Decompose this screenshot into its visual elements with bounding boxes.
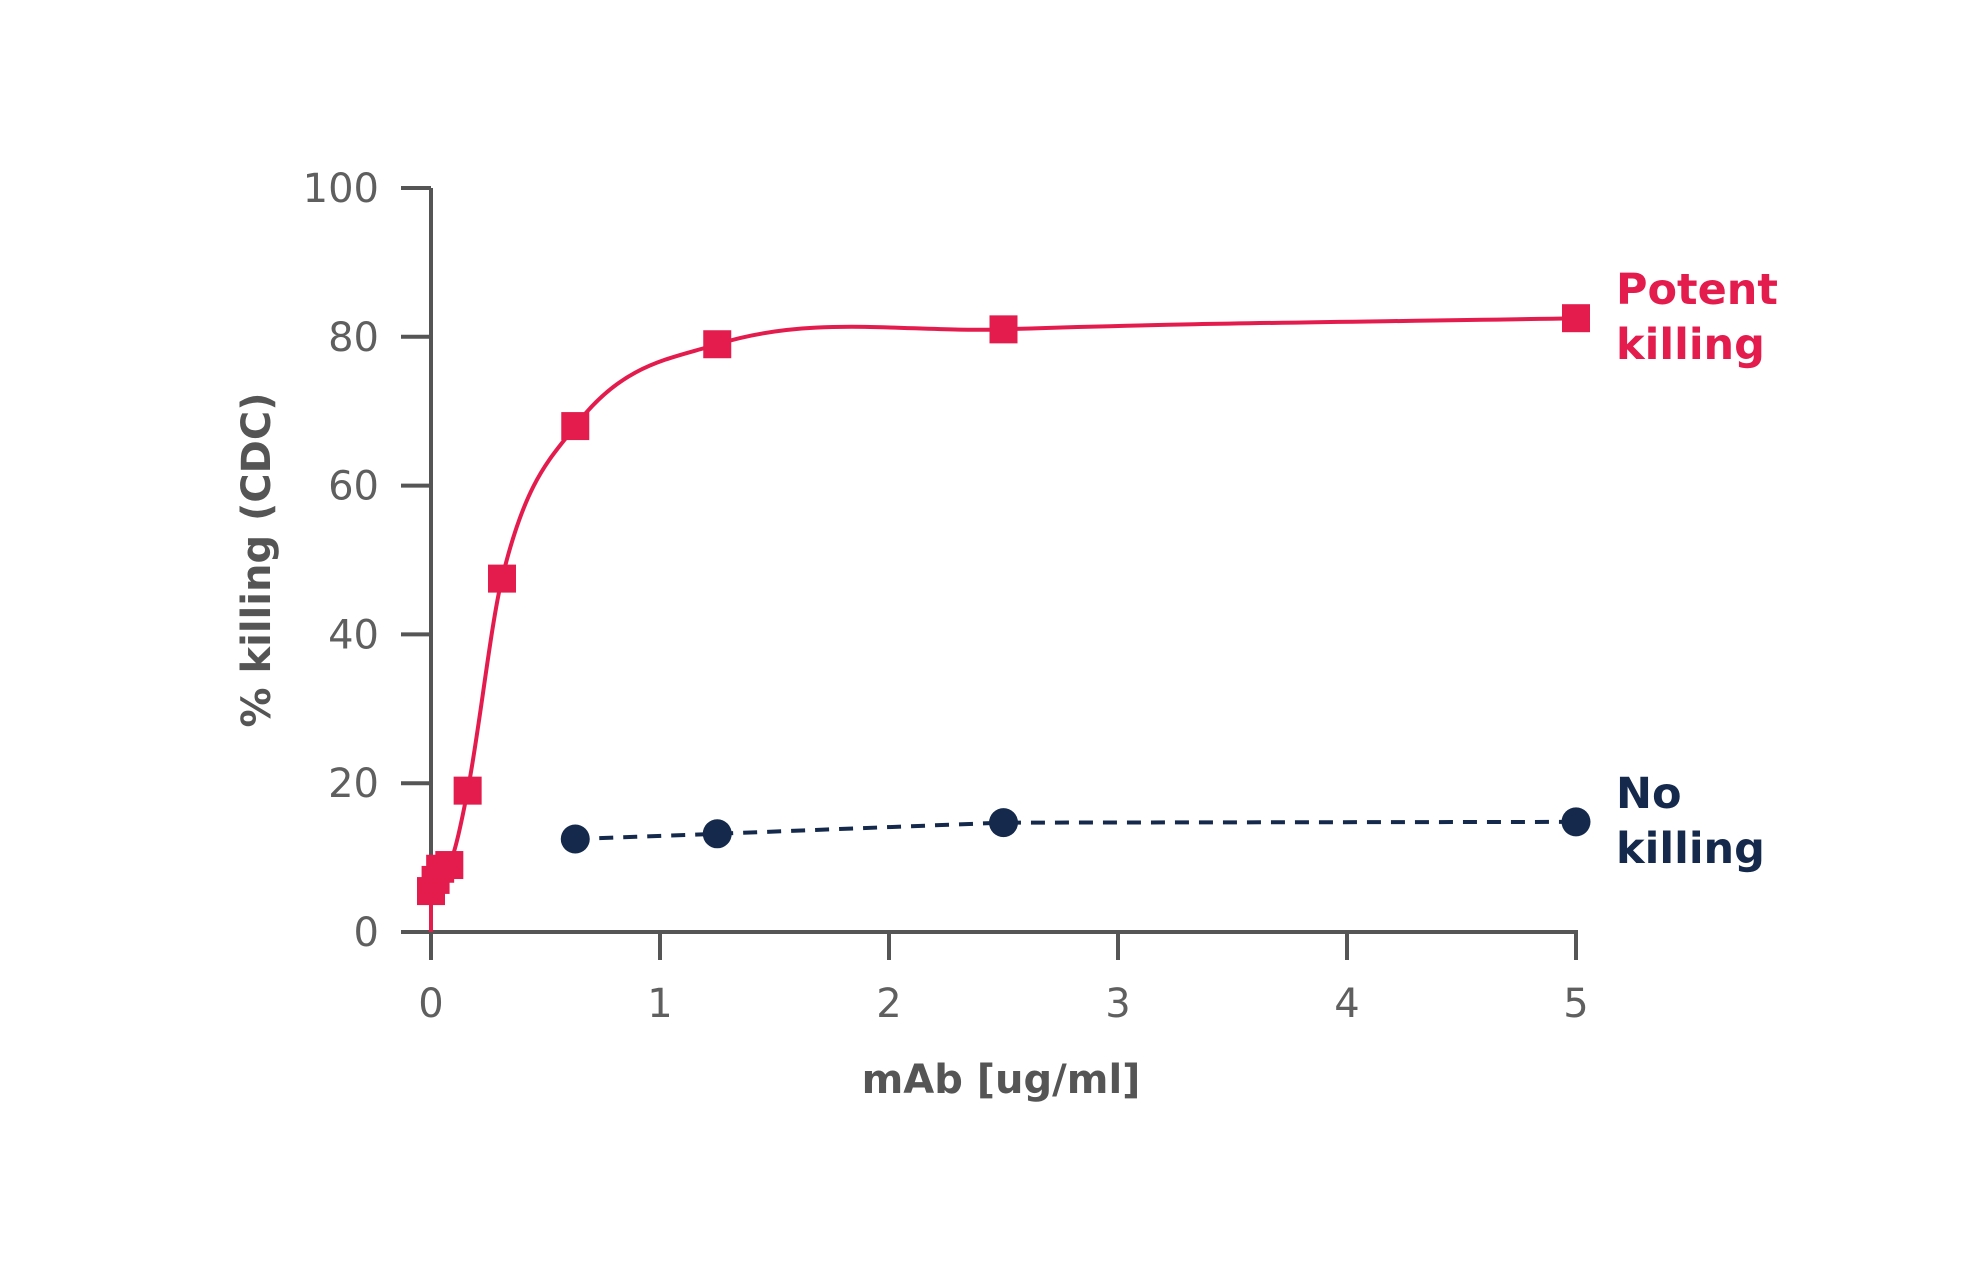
data-point-no-killing — [989, 808, 1018, 838]
x-tick-label: 1 — [647, 981, 672, 1027]
series-label-potent-line2: killing — [1616, 320, 1765, 370]
y-tick-label: 0 — [354, 910, 379, 956]
data-point-no-killing — [1561, 807, 1591, 837]
x-axis-title: mAb [ug/ml] — [862, 1057, 1141, 1103]
data-point-potent-killing — [453, 776, 482, 805]
y-tick-label: 60 — [328, 464, 379, 510]
x-tick-label: 4 — [1334, 981, 1359, 1027]
tick-group: 0 1 2 3 4 5 0 20 40 60 80 100 — [303, 166, 1589, 1027]
y-tick-label: 40 — [328, 612, 379, 658]
x-tick-label: 5 — [1563, 981, 1588, 1027]
series-label-potent-line1: Potent — [1616, 265, 1778, 315]
x-tick-label: 3 — [1105, 981, 1130, 1027]
series-label-no-line2: killing — [1616, 824, 1765, 874]
axes — [401, 188, 1578, 934]
series-label-no-killing: No killing — [1616, 769, 1765, 874]
data-point-potent-killing — [487, 564, 516, 593]
data-point-potent-killing — [435, 851, 464, 880]
series-label-no-line1: No — [1616, 769, 1682, 819]
data-point-potent-killing — [561, 412, 590, 441]
data-point-potent-killing — [989, 315, 1018, 344]
y-tick-label: 80 — [328, 315, 379, 361]
data-point-no-killing — [702, 819, 732, 849]
x-tick-label: 2 — [876, 981, 901, 1027]
series-markers — [417, 304, 1591, 906]
series-label-potent-killing: Potent killing — [1616, 265, 1793, 370]
data-point-potent-killing — [1562, 304, 1590, 333]
data-point-no-killing — [560, 824, 590, 854]
data-point-potent-killing — [703, 330, 732, 359]
x-tick-label: 0 — [418, 981, 443, 1027]
y-tick-label: 100 — [303, 166, 379, 212]
y-tick-label: 20 — [328, 761, 379, 807]
y-axis-title: % killing (CDC) — [234, 393, 280, 728]
series-lines — [429, 316, 1577, 932]
